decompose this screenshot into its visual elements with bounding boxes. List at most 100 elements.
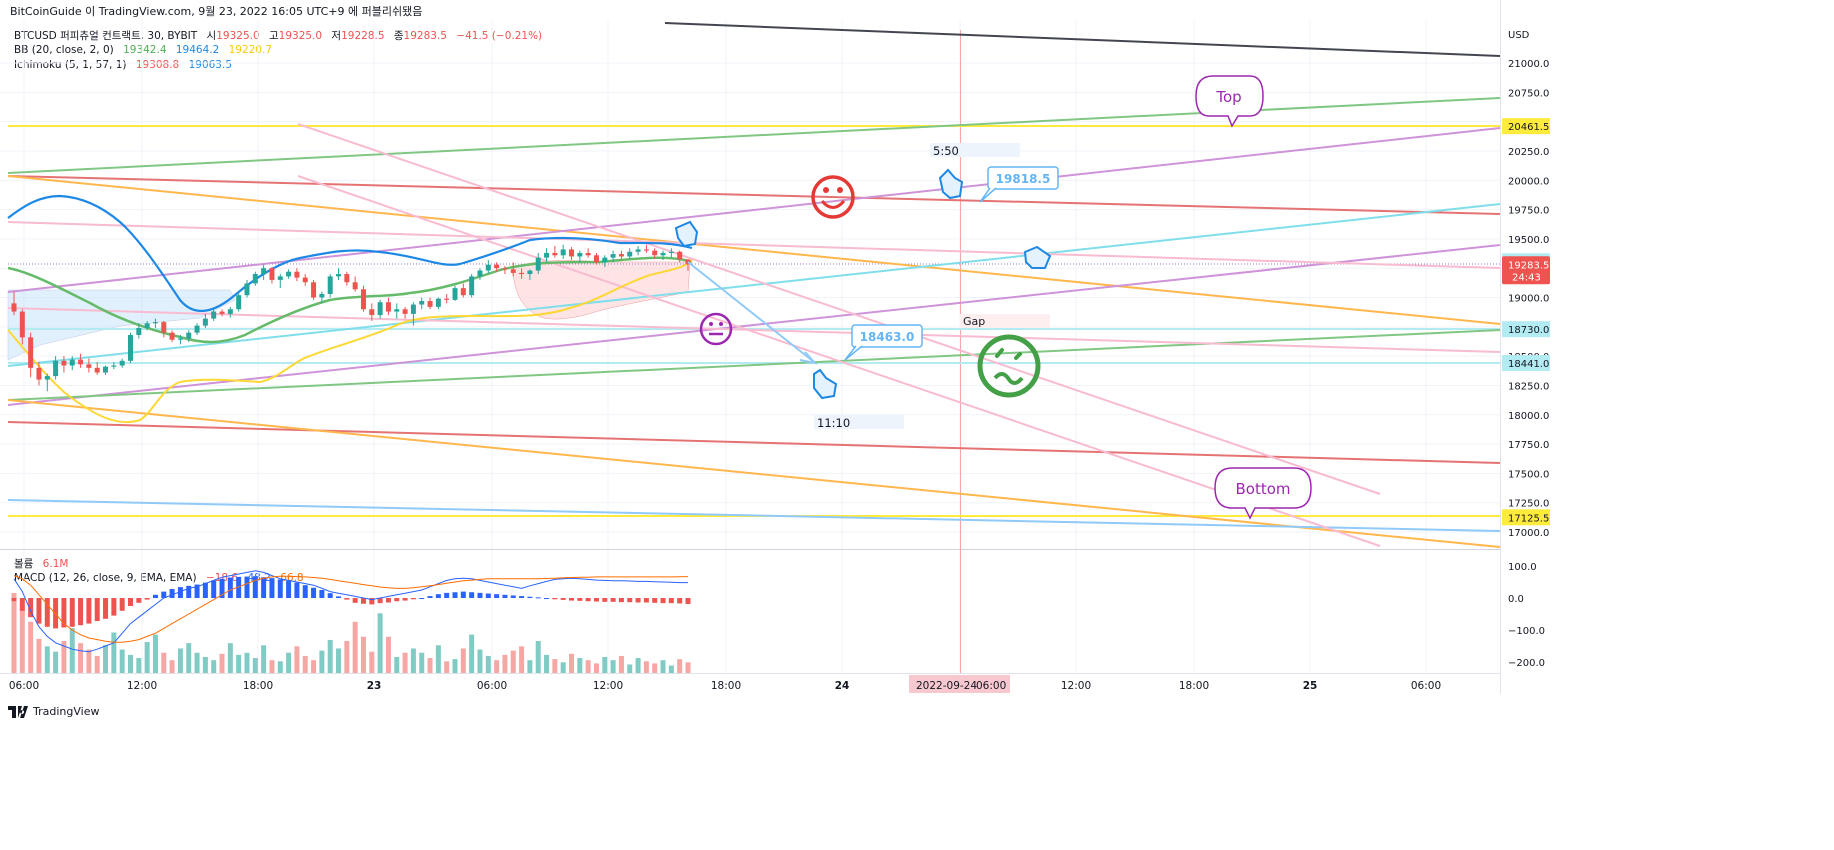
- candle[interactable]: [544, 248, 550, 263]
- trendline-red-upper[interactable]: [7, 175, 1501, 215]
- candle[interactable]: [410, 302, 416, 326]
- neutral-face-icon[interactable]: [699, 312, 733, 346]
- candle[interactable]: [152, 318, 158, 328]
- candle[interactable]: [427, 297, 433, 310]
- candle[interactable]: [394, 303, 400, 319]
- candle[interactable]: [510, 262, 516, 277]
- candle[interactable]: [261, 264, 267, 280]
- candle[interactable]: [494, 262, 500, 272]
- candle[interactable]: [627, 248, 633, 259]
- candle[interactable]: [585, 248, 591, 258]
- trendline-pink-flat[interactable]: [7, 221, 1501, 269]
- candle[interactable]: [610, 250, 616, 263]
- candle[interactable]: [452, 285, 458, 302]
- candle[interactable]: [519, 268, 525, 279]
- candle[interactable]: [677, 250, 683, 263]
- candle[interactable]: [53, 356, 59, 380]
- price-axis[interactable]: USD21000.020750.020500.020250.020000.019…: [1502, 30, 1550, 539]
- trendline-orange-lower[interactable]: [7, 399, 1501, 548]
- candle[interactable]: [660, 250, 666, 260]
- time-label-1[interactable]: 5:50: [933, 144, 959, 158]
- candle[interactable]: [277, 274, 283, 289]
- projection-arrow[interactable]: [687, 261, 815, 363]
- candle[interactable]: [319, 291, 325, 304]
- macd-signal-line[interactable]: [13, 575, 689, 643]
- candle[interactable]: [103, 365, 109, 375]
- ichimoku-legend[interactable]: Ichimoku (5, 1, 57, 1) 19308.8 19063.5: [14, 59, 238, 71]
- candle[interactable]: [78, 353, 84, 368]
- candle[interactable]: [569, 247, 575, 260]
- candle[interactable]: [227, 306, 233, 318]
- candle[interactable]: [502, 265, 508, 275]
- candle[interactable]: [652, 248, 658, 259]
- candle[interactable]: [136, 323, 142, 339]
- candle[interactable]: [244, 279, 250, 298]
- candle[interactable]: [194, 323, 200, 336]
- bb-upper-line[interactable]: [7, 194, 693, 313]
- candle[interactable]: [444, 293, 450, 304]
- trendline-pink-steep-2[interactable]: [297, 175, 1381, 547]
- bb-lower-line[interactable]: [7, 259, 693, 424]
- candle[interactable]: [385, 297, 391, 316]
- candle[interactable]: [211, 309, 217, 321]
- candle[interactable]: [144, 320, 150, 331]
- candle[interactable]: [327, 274, 333, 298]
- candle[interactable]: [460, 283, 466, 298]
- trendline-dark[interactable]: [664, 22, 1501, 57]
- candle[interactable]: [11, 291, 17, 316]
- time-label-2[interactable]: 11:10: [817, 416, 850, 430]
- candle[interactable]: [86, 358, 92, 373]
- candle[interactable]: [593, 252, 599, 265]
- candle[interactable]: [344, 271, 350, 286]
- candle[interactable]: [119, 358, 125, 368]
- trendline-pink-flat-lower[interactable]: [7, 307, 1501, 353]
- bottom-callout[interactable]: Bottom: [1214, 467, 1312, 520]
- price-callout-18463[interactable]: 18463.0: [844, 324, 923, 361]
- candle[interactable]: [402, 306, 408, 319]
- candle[interactable]: [219, 309, 225, 317]
- candle[interactable]: [577, 250, 583, 263]
- candles-group[interactable]: [11, 244, 691, 392]
- candle[interactable]: [469, 274, 475, 298]
- price-callout-19818[interactable]: 19818.5: [979, 166, 1059, 203]
- gap-label[interactable]: Gap: [963, 315, 985, 328]
- candle[interactable]: [477, 268, 483, 280]
- candle[interactable]: [19, 309, 25, 345]
- candle[interactable]: [685, 259, 691, 271]
- candle[interactable]: [527, 269, 533, 280]
- level-price-label[interactable]: 17125.5: [1502, 509, 1550, 526]
- candle[interactable]: [535, 252, 541, 275]
- trendline-purple-lower[interactable]: [7, 244, 1501, 406]
- candle[interactable]: [44, 373, 50, 392]
- candle[interactable]: [28, 332, 34, 378]
- happy-face-icon[interactable]: [811, 175, 855, 219]
- pointing-hand-icon[interactable]: [674, 168, 1052, 400]
- candle[interactable]: [186, 330, 192, 343]
- candle[interactable]: [202, 313, 208, 328]
- candle[interactable]: [127, 332, 133, 364]
- time-axis[interactable]: 06:00 12:00 18:00 23 06:00 12:00 18:00 24 06:00 1…: [9, 675, 1441, 693]
- candle[interactable]: [635, 245, 641, 256]
- candle[interactable]: [377, 299, 383, 319]
- trendline-green-lower[interactable]: [7, 329, 1501, 401]
- level-price-label[interactable]: 20461.5: [1502, 118, 1550, 135]
- candle[interactable]: [252, 271, 258, 286]
- candle[interactable]: [61, 356, 67, 373]
- symbol-title[interactable]: BTCUSD 퍼피츄얼 컨트랙트, 30, BYBIT: [14, 30, 198, 42]
- level-price-label[interactable]: 18441.0: [1502, 355, 1550, 372]
- candle[interactable]: [269, 267, 275, 284]
- candle[interactable]: [668, 248, 674, 258]
- candle[interactable]: [69, 356, 75, 371]
- candle[interactable]: [236, 291, 242, 312]
- candle[interactable]: [286, 269, 292, 279]
- candle[interactable]: [302, 274, 308, 286]
- candle[interactable]: [560, 244, 566, 259]
- candle[interactable]: [111, 361, 117, 370]
- bb-basis-line[interactable]: [7, 256, 693, 344]
- candle[interactable]: [294, 268, 300, 282]
- candle[interactable]: [36, 361, 42, 386]
- macd-line[interactable]: [13, 570, 688, 653]
- candle[interactable]: [352, 276, 358, 292]
- candle[interactable]: [643, 244, 649, 253]
